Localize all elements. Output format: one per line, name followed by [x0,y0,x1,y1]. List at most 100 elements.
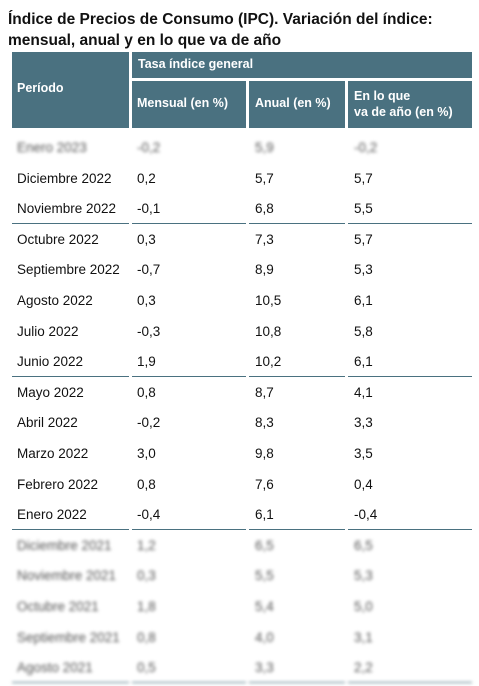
table-row: Noviembre 2022 -0,1 6,8 5,5 [12,193,472,224]
header-en-lo-que-va-de-ano: En lo que va de año (en %) [348,81,472,128]
cell-mensual: 0,3 [137,292,156,308]
table-row: Septiembre 2022 -0,7 8,9 5,3 [12,254,472,285]
table-row: Enero 2023 -0,2 5,9 -0,2 [12,132,472,163]
row-separator [348,681,472,683]
cell-mensual: -0,2 [137,140,161,155]
header-anual: Anual (en %) [249,81,345,128]
cell-anual: 4,0 [255,629,274,645]
cell-periodo: Mayo 2022 [17,384,84,400]
cell-periodo: Agosto 2022 [17,292,93,308]
cell-ytd: 6,1 [354,292,373,308]
cell-ytd: 3,1 [354,629,373,645]
cell-mensual: 0,8 [137,629,156,645]
cell-periodo: Diciembre 2021 [17,537,112,553]
table-row: Agosto 2021 0,5 3,3 2,2 [12,652,472,683]
cell-mensual: 1,9 [137,354,156,370]
table-row: Diciembre 2022 0,2 5,7 5,7 [12,163,472,194]
cell-periodo: Septiembre 2021 [17,629,120,645]
table-row: Junio 2022 1,9 10,2 6,1 [12,346,472,377]
cell-mensual: 1,8 [137,598,156,614]
header-ytd-line2: va de año (en %) [354,105,453,119]
cell-periodo: Enero 2022 [17,507,87,523]
table-row: Diciembre 2021 1,2 6,5 6,5 [12,530,472,561]
cell-periodo: Abril 2022 [17,415,78,431]
cell-anual: 7,3 [255,231,274,247]
cell-periodo: Noviembre 2022 [17,201,117,217]
cell-mensual: -0,3 [137,323,161,339]
row-separator [348,222,472,224]
table-row: Septiembre 2021 0,8 4,0 3,1 [12,622,472,653]
cell-mensual: -0,4 [137,507,161,523]
cell-mensual: 0,3 [137,568,156,584]
cell-anual: 5,7 [255,170,274,186]
cell-anual: 10,5 [255,292,282,308]
cell-ytd: -0,2 [354,140,378,155]
table-row: Agosto 2022 0,3 10,5 6,1 [12,285,472,316]
cell-ytd: 5,7 [354,231,373,247]
row-separator [249,222,345,224]
cell-mensual: -0,2 [137,415,161,431]
cell-ytd: 3,3 [354,415,373,431]
cell-anual: 5,5 [255,568,274,584]
cell-ytd: 2,2 [354,660,373,676]
table-body: Enero 2023 -0,2 5,9 -0,2 Diciembre 2022 0,2 5,… [12,132,472,683]
cell-anual: 7,6 [255,476,274,492]
cell-ytd: 3,5 [354,445,373,461]
table-row: Marzo 2022 3,0 9,8 3,5 [12,438,472,469]
row-separator [249,528,345,530]
cell-ytd: 0,4 [354,476,373,492]
cell-periodo: Febrero 2022 [17,476,99,492]
header-mensual: Mensual (en %) [132,81,246,128]
cell-periodo: Octubre 2022 [17,231,99,247]
cell-anual: 3,3 [255,660,274,676]
row-separator [132,528,246,530]
row-separator [249,681,345,683]
cell-anual: 10,8 [255,323,282,339]
cell-ytd: 6,1 [354,354,373,370]
table-row: Octubre 2021 1,8 5,4 5,0 [12,591,472,622]
table-row: Enero 2022 -0,4 6,1 -0,4 [12,499,472,530]
cell-ytd: 5,3 [354,568,373,584]
cell-mensual: 0,5 [137,660,156,676]
table-row: Octubre 2022 0,3 7,3 5,7 [12,224,472,255]
cell-anual: 5,4 [255,598,274,614]
cell-mensual: 0,3 [137,231,156,247]
cell-anual: 8,3 [255,415,274,431]
cell-periodo: Diciembre 2022 [17,170,112,186]
row-separator [132,222,246,224]
cell-anual: 6,1 [255,507,274,523]
table-row: Abril 2022 -0,2 8,3 3,3 [12,407,472,438]
header-periodo: Período [12,52,129,128]
cell-anual: 8,9 [255,262,274,278]
cell-mensual: -0,1 [137,201,161,217]
cell-anual: 5,9 [255,140,274,155]
cell-mensual: 0,8 [137,384,156,400]
table-row: Julio 2022 -0,3 10,8 5,8 [12,316,472,347]
cell-ytd: 5,0 [354,598,373,614]
table-row: Mayo 2022 0,8 8,7 4,1 [12,377,472,408]
cell-mensual: 3,0 [137,445,156,461]
cell-periodo: Noviembre 2021 [17,568,117,584]
cell-anual: 6,5 [255,537,274,553]
cell-ytd: 5,8 [354,323,373,339]
cell-periodo: Octubre 2021 [17,598,99,614]
row-separator [132,681,246,683]
cell-ytd: 4,1 [354,384,373,400]
cell-anual: 10,2 [255,354,282,370]
table-row: Noviembre 2021 0,3 5,5 5,3 [12,560,472,591]
cell-ytd: 5,5 [354,201,373,217]
table-row: Febrero 2022 0,8 7,6 0,4 [12,469,472,500]
row-separator [249,375,345,377]
cell-ytd: 5,3 [354,262,373,278]
row-separator [132,375,246,377]
cell-anual: 8,7 [255,384,274,400]
cell-anual: 9,8 [255,445,274,461]
cell-mensual: 0,2 [137,170,156,186]
cell-mensual: 1,2 [137,537,156,553]
cell-periodo: Julio 2022 [17,323,79,339]
cell-ytd: 6,5 [354,537,373,553]
cell-periodo: Junio 2022 [17,354,84,370]
header-tasa-indice-general: Tasa índice general [132,52,472,78]
cell-anual: 6,8 [255,201,274,217]
header-ytd-line1: En lo que [354,89,411,103]
